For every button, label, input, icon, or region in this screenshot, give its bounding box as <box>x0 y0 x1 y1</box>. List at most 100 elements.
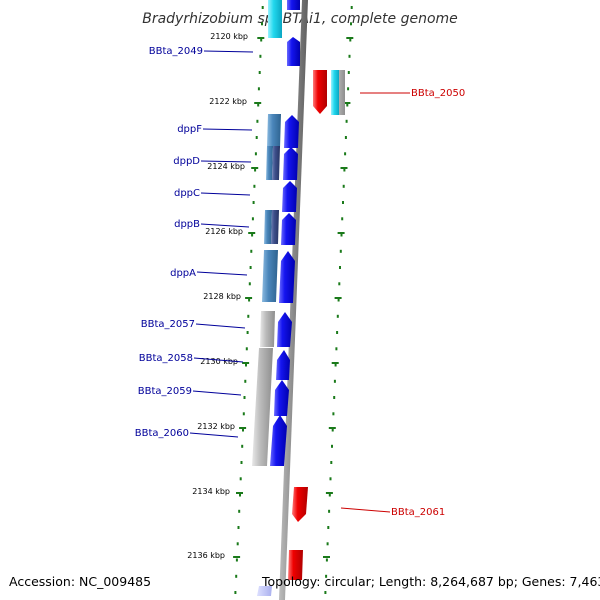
topology-text: Topology: circular; Length: 8,264,687 bp… <box>262 574 600 589</box>
tick-label: 2124 kbp <box>207 162 245 171</box>
inner-major-tick <box>245 297 253 299</box>
inner-major-tick <box>236 492 243 494</box>
leader-line <box>195 323 246 329</box>
inner-ring-dot <box>237 526 240 529</box>
label-leaders <box>189 50 410 513</box>
inner-ring-dot <box>239 493 241 497</box>
gene-label-bbta-2059[interactable]: BBta_2059 <box>138 386 192 397</box>
outer-ring-dot <box>336 314 339 318</box>
inner-ring-dot <box>241 444 244 448</box>
cog-block-dppb-a <box>264 210 272 244</box>
inner-ring-dot <box>235 574 238 578</box>
outer-ring-dot <box>324 591 327 594</box>
inner-major-tick <box>239 427 247 429</box>
gene-arrow-bbta-2057[interactable] <box>277 312 292 347</box>
inner-ring-dot <box>255 136 258 139</box>
outer-ring-dot <box>331 428 334 432</box>
outer-major-tick <box>331 362 339 364</box>
outer-major-tick <box>323 556 330 558</box>
leader-line <box>189 432 239 438</box>
inner-ring-dot <box>244 379 247 383</box>
inner-ring-dot <box>251 233 254 237</box>
inner-ring-dot <box>254 168 257 172</box>
scale-rings <box>233 6 354 594</box>
leader-line <box>193 357 244 363</box>
inner-ring-dot <box>256 119 259 123</box>
inner-ring-dot <box>259 54 262 58</box>
gene-arrow-dppb[interactable] <box>281 213 296 245</box>
tick-label: 2122 kbp <box>209 97 247 106</box>
gene-arrow-dppf[interactable] <box>284 115 299 148</box>
tick-label: 2126 kbp <box>205 227 243 236</box>
inner-major-tick <box>233 556 241 558</box>
tick-label: 2130 kbp <box>200 357 238 366</box>
inner-ring-dot <box>261 6 264 9</box>
inner-ring-dot <box>254 152 257 156</box>
gene-arrow-dppd[interactable] <box>283 147 298 180</box>
cog-block-dppa <box>262 250 278 302</box>
gene-arrow-bbta-2061[interactable] <box>292 487 308 522</box>
outer-ring-dot <box>349 38 352 42</box>
gene-label-dppd[interactable]: dppD <box>173 156 200 167</box>
outer-ring-dot <box>325 558 328 562</box>
outer-ring-dot <box>350 22 352 26</box>
inner-ring-dot <box>245 347 248 351</box>
outer-ring-dot <box>333 396 336 399</box>
inner-ring-dot <box>239 477 242 481</box>
gene-label-dppc[interactable]: dppC <box>174 188 200 199</box>
gene-label-bbta-2050[interactable]: BBta_2050 <box>411 88 465 99</box>
gene-label-dppb[interactable]: dppB <box>174 219 200 230</box>
cog-block-dppf <box>267 114 281 148</box>
inner-ring-dot <box>248 282 251 286</box>
cog-block-dppb-b <box>271 210 279 244</box>
gene-label-bbta-2060[interactable]: BBta_2060 <box>135 428 189 439</box>
gene-arrow-bbta-2060[interactable] <box>270 415 287 466</box>
reverse-gene-track <box>288 70 327 580</box>
accession-text: Accession: NC_009485 <box>9 574 152 589</box>
gene-arrow-bbta-2058[interactable] <box>276 350 290 380</box>
gene-arrow-dppa[interactable] <box>279 251 295 303</box>
outer-ring-dot <box>344 152 347 156</box>
outer-ring-dot <box>333 379 336 383</box>
gene-label-dppf[interactable]: dppF <box>177 124 202 135</box>
tick-label: 2120 kbp <box>210 32 248 41</box>
inner-ring-dot <box>246 331 249 334</box>
leader-line <box>200 223 250 228</box>
gene-arrow-bbta-2050[interactable] <box>313 70 327 114</box>
gene-label-bbta-2057[interactable]: BBta_2057 <box>141 319 195 330</box>
genome-backbone <box>279 0 308 600</box>
inner-ring-dot <box>242 412 245 416</box>
outer-ring-dot <box>339 249 342 253</box>
gene-arrow-bbta-2059[interactable] <box>274 380 289 416</box>
outer-ring-dot <box>346 103 349 107</box>
inner-ring-dot <box>257 87 260 91</box>
inner-ring-dot <box>238 509 241 513</box>
inner-major-tick <box>242 362 250 364</box>
outer-ring-dot <box>339 266 341 269</box>
outer-ring-dot <box>325 574 328 578</box>
inner-ring-dot <box>245 363 247 367</box>
gene-label-bbta-2058[interactable]: BBta_2058 <box>139 353 193 364</box>
outer-ring-dot <box>328 509 331 513</box>
gene-label-bbta-2049[interactable]: BBta_2049 <box>149 46 203 57</box>
outer-ring-dot <box>347 71 350 74</box>
gene-arrow-dppc[interactable] <box>282 181 297 212</box>
inner-major-tick <box>257 37 265 39</box>
outer-ring-dot <box>337 298 340 302</box>
inner-ring-dot <box>257 103 260 107</box>
cog-block-bbta-2058-2060 <box>252 348 273 466</box>
inner-ring-dot <box>250 249 253 253</box>
leader-line <box>200 192 251 196</box>
gene-labels: BBta_2049 BBta_2050 dppF dppD dppC dppB … <box>135 46 465 518</box>
cog-block-bbta-2050 <box>331 70 339 115</box>
outer-ring-dot <box>350 6 353 9</box>
gene-label-dppa[interactable]: dppA <box>170 268 196 279</box>
outer-ring-dot <box>342 184 345 188</box>
leader-line <box>202 128 253 131</box>
gene-arrow-bbta-2049[interactable] <box>287 37 300 66</box>
gene-label-bbta-2061[interactable]: BBta_2061 <box>391 507 445 518</box>
outer-major-tick <box>343 102 351 104</box>
leader-line <box>196 271 248 276</box>
cog-block-bbta-2049 <box>268 0 282 38</box>
tick-label: 2132 kbp <box>197 422 235 431</box>
